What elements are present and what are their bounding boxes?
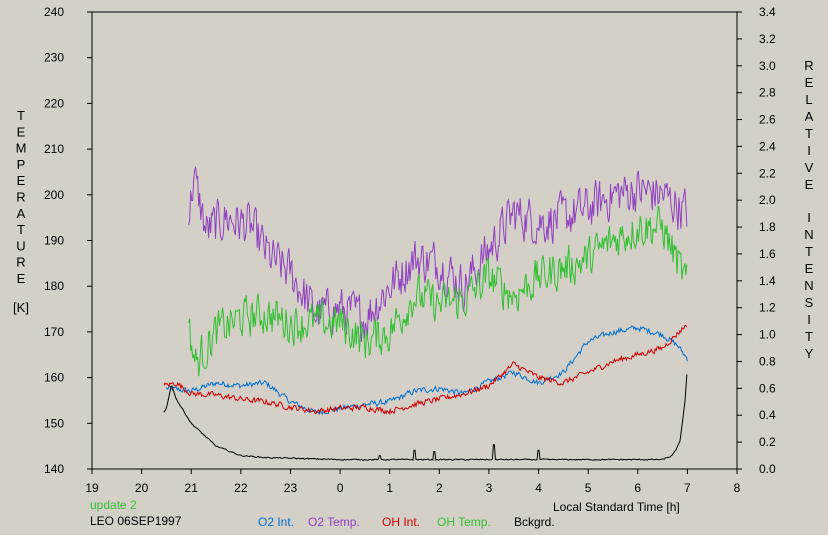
plot-frame: [91, 11, 738, 470]
legend-bckgrd: Bckgrd.: [514, 515, 555, 529]
y-left-label-letter: T: [17, 222, 25, 237]
update-label: update 2: [90, 498, 137, 512]
y-left-tick-label: 230: [44, 51, 64, 65]
y-left-tick-label: 220: [44, 96, 64, 110]
legend-oh-int: OH Int.: [382, 515, 421, 529]
x-axis-label: Local Standard Time [h]: [553, 500, 680, 514]
legend-oh-temp: OH Temp.: [437, 515, 491, 529]
y-right-label-letter: S: [805, 295, 814, 310]
y-right-label-letter: I: [807, 143, 811, 158]
y-left-label-letter: U: [16, 238, 25, 253]
y-left-tick-label: 150: [44, 416, 64, 430]
series-line-oh-temp: [188, 205, 688, 377]
series-group: [163, 165, 688, 462]
y-right-label-letter: A: [805, 109, 814, 124]
y-left-tick-label: 200: [44, 188, 64, 202]
y-right-tick-label: 2.0: [759, 193, 776, 207]
y-right-label-letter: L: [805, 92, 812, 107]
x-tick-label: 22: [234, 481, 248, 495]
series-line-o2-int: [165, 325, 688, 416]
x-axis: 19 20 21 22 23 0 1 2 3 4 5 6 7 8: [85, 469, 741, 495]
y-right-tick-label: 1.0: [759, 328, 776, 342]
y-left-tick-label: 160: [44, 371, 64, 385]
x-tick-label: 3: [486, 481, 493, 495]
y-right-tick-label: 1.8: [759, 220, 776, 234]
y-left-label-letter: T: [17, 108, 25, 123]
y-right-label-letter: R: [804, 58, 813, 73]
y-left-label-letter: E: [17, 173, 26, 188]
y-left-unit: [K]: [13, 300, 29, 315]
y-right-tick-label: 3.2: [759, 32, 776, 46]
y-left-tick-label: 170: [44, 325, 64, 339]
y-right-tick-label: 0.4: [759, 408, 776, 422]
series-line-bckgrd: [163, 374, 688, 462]
series-line-oh-int: [163, 324, 688, 416]
y-left-tick-label: 190: [44, 234, 64, 248]
y-left-label-letter: M: [16, 141, 27, 156]
y-right-label-letter: E: [805, 177, 814, 192]
x-tick-label: 6: [634, 481, 641, 495]
x-tick-label: 1: [386, 481, 393, 495]
y-right-label-letter: I: [807, 210, 811, 225]
y-right-tick-label: 0.8: [759, 354, 776, 368]
y-left-label-letter: R: [16, 255, 25, 270]
x-tick-label: 4: [535, 481, 542, 495]
legend-o2-int: O2 Int.: [258, 515, 295, 529]
y-right-label-letter: T: [805, 329, 813, 344]
x-tick-label: 20: [135, 481, 149, 495]
y-right-label-letter: E: [805, 75, 814, 90]
y-right-label-letter: I: [807, 312, 811, 327]
y-left-label-letter: E: [17, 271, 26, 286]
y-right-tick-label: 1.2: [759, 301, 776, 315]
x-tick-label: 19: [85, 481, 99, 495]
y-right-label-letter: E: [805, 261, 814, 276]
y-left-tick-label: 180: [44, 279, 64, 293]
y-axis-left: 140 150 160 170 180 190 200 210 220 230 240: [44, 5, 92, 476]
y-right-label-letter: T: [805, 126, 813, 141]
y-right-tick-label: 1.6: [759, 247, 776, 261]
y-right-tick-label: 2.6: [759, 113, 776, 127]
y-right-tick-label: 2.4: [759, 139, 776, 153]
y-right-label-letter: N: [804, 227, 813, 242]
y-right-tick-label: 2.2: [759, 166, 776, 180]
y-right-tick-label: 1.4: [759, 274, 776, 288]
y-right-tick-label: 3.4: [759, 5, 776, 19]
y-left-tick-label: 210: [44, 142, 64, 156]
y-right-tick-label: 0.6: [759, 381, 776, 395]
y-right-tick-label: 0.2: [759, 435, 776, 449]
x-tick-label: 2: [436, 481, 443, 495]
y-axis-right: 0.0 0.2 0.4 0.6 0.8 1.0 1.2 1.4 1.6 1.8 2.0 2.2 2.4 2…: [737, 5, 776, 476]
y-right-tick-label: 0.0: [759, 462, 776, 476]
x-tick-label: 5: [585, 481, 592, 495]
y-left-tick-label: 240: [44, 5, 64, 19]
y-left-tick-label: 140: [44, 462, 64, 476]
y-left-label-letter: P: [17, 157, 26, 172]
x-tick-label: 8: [734, 481, 741, 495]
y-right-label-letter: T: [805, 244, 813, 259]
y-right-label-letter: V: [805, 160, 814, 175]
y-right-label-letter: Y: [805, 346, 814, 361]
y-right-label-letter: N: [804, 278, 813, 293]
y-right-tick-label: 3.0: [759, 59, 776, 73]
x-tick-label: 7: [684, 481, 691, 495]
y-right-tick-label: 2.8: [759, 86, 776, 100]
y-left-label-letter: R: [16, 190, 25, 205]
y-left-label-letter: A: [17, 206, 26, 221]
x-tick-label: 23: [284, 481, 298, 495]
x-tick-label: 21: [185, 481, 199, 495]
series-line-o2-temp: [188, 165, 688, 342]
station-label: LEO 06SEP1997: [90, 514, 182, 528]
x-tick-label: 0: [337, 481, 344, 495]
legend-o2-temp: O2 Temp.: [308, 515, 360, 529]
y-left-label-letter: E: [17, 124, 26, 139]
